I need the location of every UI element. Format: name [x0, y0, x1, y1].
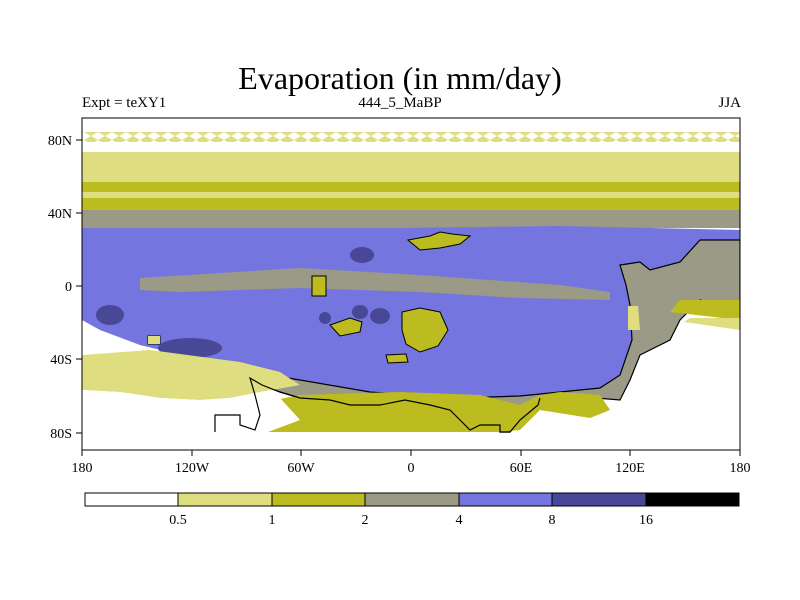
- southern-light-band: [82, 350, 300, 400]
- arctic-zigzag-band: [82, 132, 740, 142]
- colorbar-label-1: 1: [269, 513, 276, 528]
- dark-patch-central-3: [352, 305, 368, 319]
- colorbar-bin-5: [458, 492, 553, 507]
- northern-island: [406, 231, 472, 251]
- colorbar-label-0-5: 0.5: [169, 513, 187, 528]
- colorbar: 0.5 1 2 4 8 16: [84, 492, 740, 528]
- lon-label-120e: 120E: [615, 461, 645, 476]
- northern-light-band: [82, 152, 740, 168]
- archipelago-central: [329, 317, 363, 337]
- season-label: JJA: [718, 95, 741, 111]
- dark-patch-west: [96, 305, 124, 325]
- dark-patch-central-2: [370, 308, 390, 324]
- northern-grey-band: [82, 210, 740, 228]
- time-label: 444_5_MaBP: [358, 95, 442, 111]
- lat-label-0: 0: [65, 280, 72, 295]
- colorbar-bin-2: [177, 492, 273, 507]
- small-island-south: [385, 353, 409, 364]
- southern-olive-band: [210, 392, 610, 432]
- southern-continent-fragment: [401, 307, 449, 353]
- lon-ticks: 180 120W 60W 0 60E 120E 180: [72, 450, 751, 476]
- eastern-light-band: [684, 318, 740, 330]
- colorbar-bin-3: [271, 492, 366, 507]
- northern-light-strip: [82, 192, 740, 198]
- lon-label-0: 0: [408, 461, 415, 476]
- colorbar-bin-6: [551, 492, 647, 507]
- antarctic-coastline: [214, 376, 541, 433]
- dark-patch-south-pacific: [158, 338, 222, 358]
- northern-olive-band-2: [82, 198, 740, 210]
- equatorial-grey-band: [140, 268, 610, 300]
- lon-label-60e: 60E: [510, 461, 533, 476]
- northern-light-band-2: [82, 168, 740, 182]
- experiment-label: Expt = teXY1: [82, 95, 167, 111]
- southern-white-region: [82, 390, 300, 435]
- colorbar-label-16: 16: [639, 513, 653, 528]
- lat-label-40n: 40N: [48, 207, 72, 222]
- equatorial-island: [311, 275, 327, 297]
- colorbar-bin-1: [84, 492, 179, 507]
- lat-label-40s: 40S: [50, 353, 72, 368]
- lon-label-180e: 180: [730, 461, 751, 476]
- eastern-white-inlet: [628, 306, 640, 330]
- small-island-west-light: [148, 336, 160, 344]
- lon-label-120w: 120W: [175, 461, 210, 476]
- northern-olive-band: [82, 182, 740, 192]
- lon-label-60w: 60W: [287, 461, 315, 476]
- colorbar-label-8: 8: [549, 513, 556, 528]
- colorbar-label-4: 4: [456, 513, 463, 528]
- eastern-olive-band: [670, 300, 740, 320]
- evaporation-field: [82, 118, 740, 450]
- plot-title: Evaporation (in mm/day): [238, 60, 562, 96]
- colorbar-bin-7: [645, 492, 740, 507]
- colorbar-label-2: 2: [362, 513, 369, 528]
- colorbar-bin-4: [364, 492, 460, 507]
- dark-patch-central-4: [319, 312, 331, 324]
- lat-label-80n: 80N: [48, 134, 72, 149]
- lat-label-80s: 80S: [50, 427, 72, 442]
- lat-ticks: 80N 40N 0 40S 80S: [48, 134, 82, 442]
- lon-label-180w: 180: [72, 461, 93, 476]
- dark-patch-central: [350, 247, 374, 263]
